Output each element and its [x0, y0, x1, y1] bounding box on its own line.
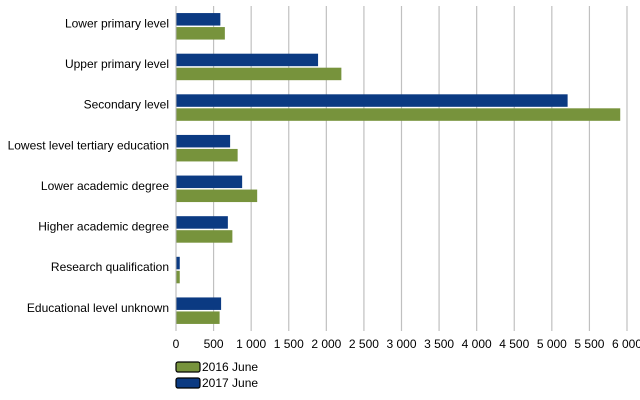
x-tick-label-0: 0	[173, 337, 180, 351]
x-tick-label-3000: 3 000	[386, 337, 416, 351]
category-label-lower-primary-level: Lower primary level	[65, 16, 169, 30]
bar-2016-june-lowest-level-tertiary-education	[176, 148, 238, 162]
bar-2017-june-secondary-level	[176, 94, 568, 107]
legend-swatch-2016-june	[175, 361, 201, 373]
x-tick-label-4500: 4 500	[499, 337, 529, 351]
x-tick-label-6000: 6 000	[612, 337, 640, 351]
category-label-lowest-level-tertiary-education: Lowest level tertiary education	[8, 138, 169, 152]
bar-2017-june-educational-level-unknown	[176, 297, 222, 310]
bar-2016-june-higher-academic-degree	[176, 230, 233, 243]
bar-2016-june-upper-primary-level	[176, 67, 342, 81]
category-label-secondary-level: Secondary level	[84, 98, 169, 112]
bar-2016-june-lower-primary-level	[176, 27, 225, 40]
category-labels: Lower primary level Upper primary level Se…	[8, 16, 170, 314]
bar-2017-june-lower-primary-level	[176, 13, 221, 26]
x-tick-labels: 0 500 1 000 1 500 2 000 2 500 3 000 3 500 4 000 4…	[173, 337, 640, 351]
category-label-research-qualification: Research qualification	[51, 260, 169, 274]
x-tick-label-2000: 2 000	[311, 337, 341, 351]
bar-2016-june-lower-academic-degree	[176, 189, 258, 203]
bar-2017-june-research-qualification	[176, 256, 180, 270]
category-label-educational-level-unknown: Educational level unknown	[27, 301, 169, 315]
bar-2017-june-lowest-level-tertiary-education	[176, 134, 231, 148]
category-label-higher-academic-degree: Higher academic degree	[38, 220, 169, 234]
x-tick-label-1000: 1 000	[236, 337, 266, 351]
legend-label-2017-june: 2017 June	[202, 376, 258, 390]
legend-label-2016-june: 2016 June	[202, 360, 258, 374]
bar-2016-june-research-qualification	[176, 270, 180, 284]
x-tick-label-4000: 4 000	[462, 337, 492, 351]
bar-2017-june-higher-academic-degree	[176, 216, 228, 229]
legend: 2016 June 2017 June	[175, 360, 258, 390]
x-tick-label-3500: 3 500	[424, 337, 454, 351]
bars	[176, 13, 621, 324]
bar-2016-june-secondary-level	[176, 108, 621, 121]
x-tick-label-5000: 5 000	[537, 337, 567, 351]
x-tick-label-1500: 1 500	[274, 337, 304, 351]
x-tick-label-5500: 5 500	[574, 337, 604, 351]
x-tick-label-2500: 2 500	[349, 337, 379, 351]
bar-2017-june-lower-academic-degree	[176, 175, 243, 189]
category-label-upper-primary-level: Upper primary level	[65, 57, 169, 71]
category-label-lower-academic-degree: Lower academic degree	[41, 179, 169, 193]
x-tick-label-500: 500	[204, 337, 224, 351]
legend-swatch-2017-june	[175, 377, 201, 389]
bar-2016-june-educational-level-unknown	[176, 311, 220, 324]
bar-2017-june-upper-primary-level	[176, 53, 319, 67]
